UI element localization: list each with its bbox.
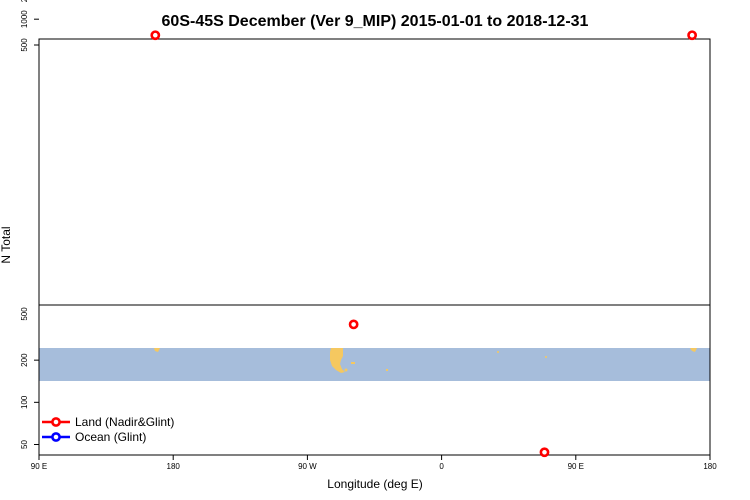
south-america-land	[330, 348, 345, 373]
x-axis-label: Longitude (deg E)	[327, 477, 422, 491]
legend-marker	[51, 417, 61, 427]
island-land	[545, 356, 547, 358]
land-point	[150, 30, 161, 41]
island-land	[497, 351, 499, 353]
ocean-band	[39, 348, 710, 381]
legend-label: Land (Nadir&Glint)	[75, 415, 174, 429]
y-tick-label: 200	[20, 353, 29, 367]
land-point	[348, 319, 359, 330]
x-tick-label: 90 E	[568, 462, 584, 471]
legend-marker	[51, 432, 61, 442]
data-points	[150, 30, 698, 458]
island-land	[351, 362, 355, 364]
y-tick-label: 1000	[20, 10, 29, 28]
y-tick-label: 50	[20, 439, 29, 448]
y-axis-label: N Total	[0, 226, 13, 263]
y-tick-label: 500	[20, 307, 29, 321]
x-tick-label: 90 E	[31, 462, 47, 471]
plot-frame	[38, 38, 711, 456]
land-point	[539, 447, 550, 458]
y-tick-label: 500	[20, 38, 29, 52]
land-point	[687, 30, 698, 41]
new-zealand-land	[690, 348, 697, 352]
y-tick-label: 2000	[20, 0, 29, 2]
legend-label: Ocean (Glint)	[75, 430, 146, 444]
y-tick-label: 100	[20, 395, 29, 409]
x-tick-label: 180	[167, 462, 181, 471]
legend: Land (Nadir&Glint)Ocean (Glint)	[42, 415, 174, 444]
island-land	[386, 369, 388, 371]
latitude-band-map	[39, 348, 710, 381]
x-tick-label: 90 W	[298, 462, 317, 471]
x-tick-label: 0	[439, 462, 444, 471]
falkland-islands	[344, 368, 348, 372]
x-tick-label: 180	[703, 462, 717, 471]
chart-title: 60S-45S December (Ver 9_MIP) 2015-01-01 …	[162, 13, 589, 30]
new-zealand-land	[154, 348, 160, 352]
